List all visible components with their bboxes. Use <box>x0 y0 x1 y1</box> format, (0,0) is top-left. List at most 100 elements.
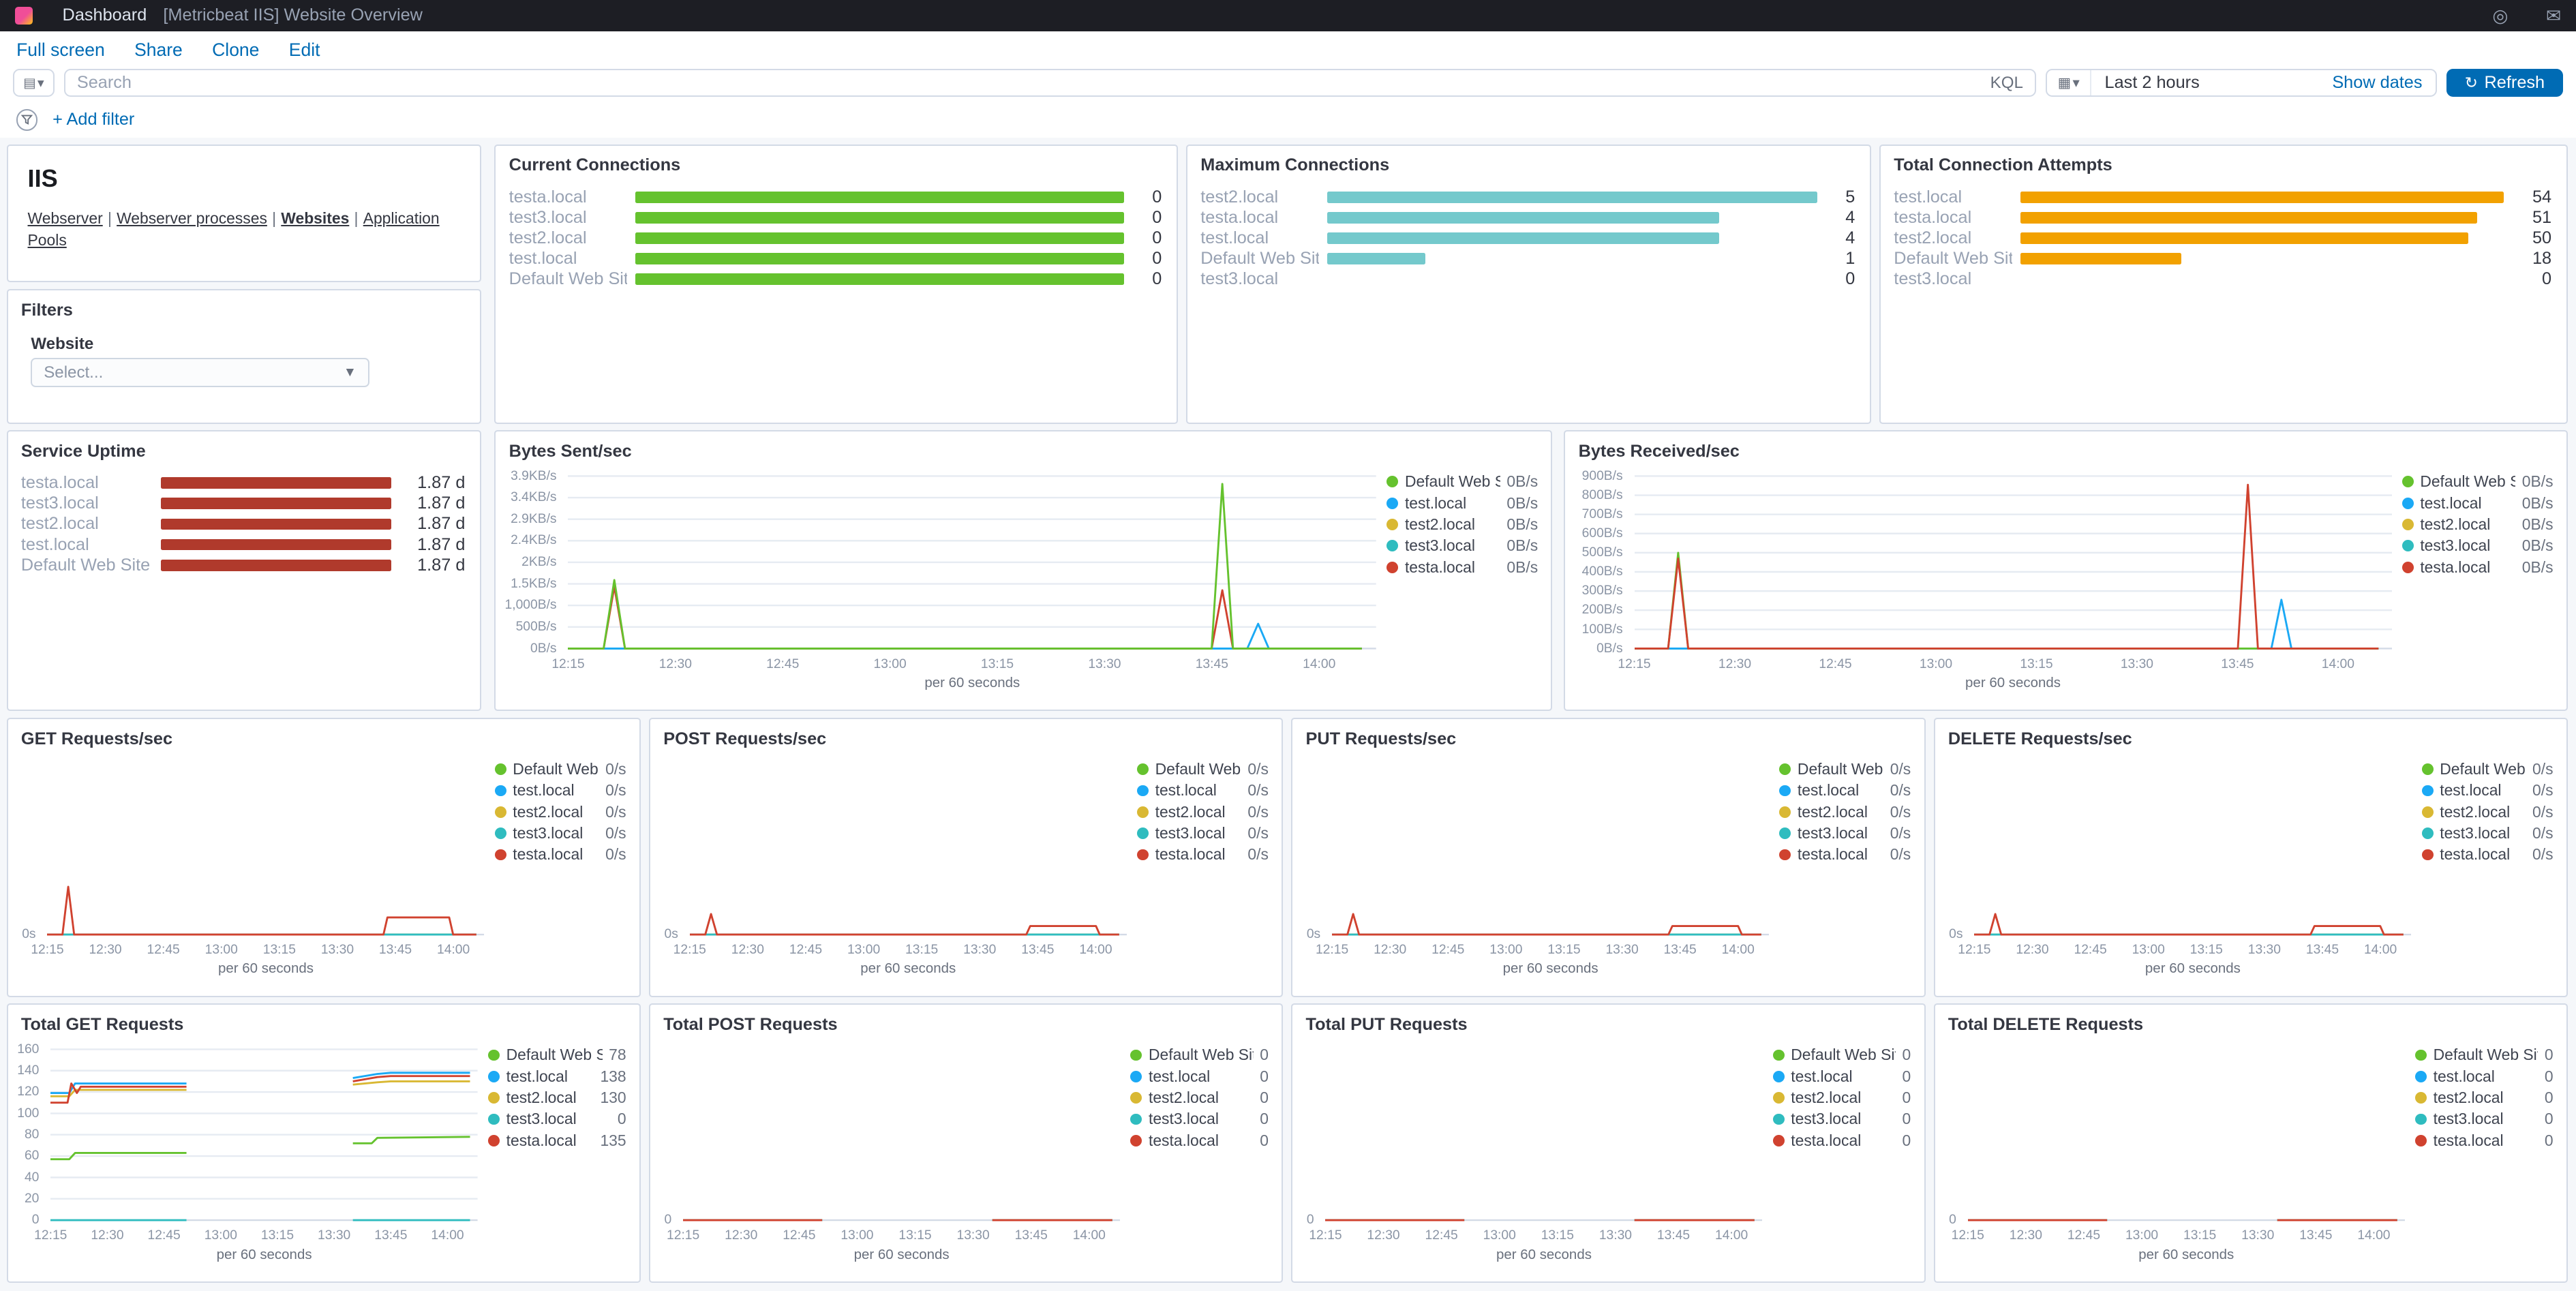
legend-item[interactable]: Default Web Site 0 <box>1772 1044 1911 1065</box>
legend-item[interactable]: test2.local 0/s <box>494 802 626 823</box>
legend-item[interactable]: testa.local 0 <box>2415 1130 2554 1151</box>
bar-row-label: test.local <box>20 534 89 554</box>
y-axis-label: 0 <box>664 1213 672 1228</box>
legend-item[interactable]: Default Web Site 0 <box>2415 1044 2554 1065</box>
legend-dot-icon <box>2421 849 2434 861</box>
legend-item[interactable]: test2.local 0B/s <box>2401 514 2554 535</box>
deployment-icon[interactable]: ◎ <box>2492 5 2509 26</box>
legend-dot-icon <box>488 1113 500 1125</box>
legend-item[interactable]: Default Web Site 0/s <box>494 759 626 780</box>
legend-item[interactable]: test.local 0B/s <box>2401 493 2554 514</box>
legend-item[interactable]: test.local 0 <box>2415 1066 2554 1087</box>
mail-icon[interactable]: ✉ <box>2545 5 2562 26</box>
legend-item[interactable]: Default Web Site 0/s <box>1779 759 1911 780</box>
legend-dot-icon <box>2415 1070 2427 1082</box>
legend-item[interactable]: Default Web Site 0/s <box>1137 759 1269 780</box>
x-axis-label: 13:00 <box>847 942 881 957</box>
bar-row: test2.local 0 <box>509 228 1162 249</box>
legend-item[interactable]: test.local 138 <box>488 1066 626 1087</box>
legend-item[interactable]: test.local 0 <box>1772 1066 1911 1087</box>
x-axis-label: 13:00 <box>1489 942 1523 957</box>
legend-item[interactable]: test3.local 0/s <box>494 823 626 844</box>
y-axis-label: 40 <box>24 1170 40 1185</box>
bar-rows: testa.local 0 test3.local 0 test2.local 0 test… <box>509 187 1162 290</box>
legend-item[interactable]: testa.local 0/s <box>1137 844 1269 865</box>
legend-item[interactable]: test3.local 0 <box>1772 1108 1911 1129</box>
legend-item[interactable]: testa.local 135 <box>488 1130 626 1151</box>
x-axis-label: 12:15 <box>551 656 585 671</box>
legend-item[interactable]: test2.local 0 <box>1772 1087 1911 1108</box>
x-axis-label: 13:15 <box>1547 942 1581 957</box>
legend-item[interactable]: Default Web Site 0B/s <box>2401 471 2554 492</box>
legend-item[interactable]: test.local 0/s <box>494 780 626 801</box>
legend-item[interactable]: Default Web Site 0 <box>1130 1044 1269 1065</box>
add-filter-link[interactable]: + Add filter <box>52 110 135 130</box>
legend-item[interactable]: testa.local 0/s <box>2421 844 2554 865</box>
legend-item[interactable]: test3.local 0/s <box>1137 823 1269 844</box>
panel-title: Total PUT Requests <box>1305 1014 1468 1034</box>
time-range-label[interactable]: Last 2 hours <box>2104 73 2200 93</box>
legend-item[interactable]: testa.local 0/s <box>1779 844 1911 865</box>
menu-clone[interactable]: Clone <box>212 39 260 60</box>
legend-item[interactable]: test3.local 0B/s <box>1387 535 1538 556</box>
legend-item[interactable]: test2.local 130 <box>488 1087 626 1108</box>
y-axis-label: 20 <box>24 1191 40 1206</box>
legend-dot-icon <box>1137 763 1149 776</box>
menu-edit[interactable]: Edit <box>288 39 320 60</box>
kql-toggle[interactable]: KQL <box>1990 73 2023 92</box>
legend-label: Default Web Site <box>1155 760 1241 778</box>
legend-item[interactable]: test.local 0 <box>1130 1066 1269 1087</box>
legend-value: 0/s <box>1890 824 1911 842</box>
elastic-logo-icon[interactable] <box>14 6 33 25</box>
legend-item[interactable]: Default Web Site 0/s <box>2421 759 2554 780</box>
legend-item[interactable]: test.local 0/s <box>1779 780 1911 801</box>
website-select[interactable]: Select... ▼ <box>31 357 369 388</box>
menu-share[interactable]: Share <box>134 39 183 60</box>
iis-link-websites[interactable]: Websites <box>281 209 350 228</box>
legend-dot-icon <box>1130 1134 1142 1146</box>
legend-item[interactable]: test2.local 0 <box>2415 1087 2554 1108</box>
x-axis-label: 13:45 <box>1195 656 1228 671</box>
legend-item[interactable]: testa.local 0B/s <box>1387 557 1538 578</box>
legend-item[interactable]: test3.local 0 <box>488 1108 626 1129</box>
legend-item[interactable]: test2.local 0/s <box>1779 802 1911 823</box>
filter-icon[interactable] <box>16 109 38 131</box>
legend-dot-icon <box>1137 785 1149 797</box>
legend-item[interactable]: test.local 0/s <box>1137 780 1269 801</box>
show-dates-link[interactable]: Show dates <box>2332 73 2423 93</box>
date-picker-menu-button[interactable]: ▦ ▾ <box>2047 70 2092 96</box>
legend-item[interactable]: testa.local 0 <box>1772 1130 1911 1151</box>
legend-item[interactable]: test3.local 0/s <box>2421 823 2554 844</box>
iis-link-webserver[interactable]: Webserver <box>27 209 103 228</box>
iis-link-application-pools[interactable]: Application Pools <box>27 209 440 249</box>
legend-item[interactable]: testa.local 0B/s <box>2401 557 2554 578</box>
legend-item[interactable]: test2.local 0 <box>1130 1087 1269 1108</box>
legend-value: 0/s <box>1890 845 1911 864</box>
search-input[interactable] <box>76 73 1978 93</box>
legend-item[interactable]: test.local 0/s <box>2421 780 2554 801</box>
refresh-button[interactable]: ↻ Refresh <box>2446 69 2563 97</box>
legend-item[interactable]: testa.local 0 <box>1130 1130 1269 1151</box>
x-axis-label: 14:00 <box>1721 942 1755 957</box>
legend-item[interactable]: Default Web Site 0B/s <box>1387 471 1538 492</box>
legend-item[interactable]: test.local 0B/s <box>1387 493 1538 514</box>
legend-item[interactable]: test3.local 0 <box>2415 1108 2554 1129</box>
legend-item[interactable]: testa.local 0/s <box>494 844 626 865</box>
bar-fill <box>1327 191 1817 203</box>
legend-item[interactable]: Default Web Site 78 <box>488 1044 626 1065</box>
legend-item[interactable]: test2.local 0/s <box>1137 802 1269 823</box>
legend-item[interactable]: test3.local 0 <box>1130 1108 1269 1129</box>
legend-item[interactable]: test3.local 0/s <box>1779 823 1911 844</box>
menu-full-screen[interactable]: Full screen <box>16 39 105 60</box>
legend-item[interactable]: test2.local 0/s <box>2421 802 2554 823</box>
bar-row: test2.local 1.87 d <box>21 514 466 534</box>
breadcrumb[interactable]: Dashboard <box>62 5 147 25</box>
x-axis-label: 13:00 <box>204 1228 237 1243</box>
dashboard-menu: Full screen Share Clone Edit <box>0 31 2576 70</box>
x-axis-label: 13:45 <box>1663 942 1697 957</box>
legend-item[interactable]: test3.local 0B/s <box>2401 535 2554 556</box>
legend-item[interactable]: test2.local 0B/s <box>1387 514 1538 535</box>
iis-link-webserver-processes[interactable]: Webserver processes <box>117 209 267 228</box>
saved-query-menu-button[interactable]: ▤ ▾ <box>13 69 55 97</box>
bar-row: testa.local 51 <box>1894 207 2551 228</box>
